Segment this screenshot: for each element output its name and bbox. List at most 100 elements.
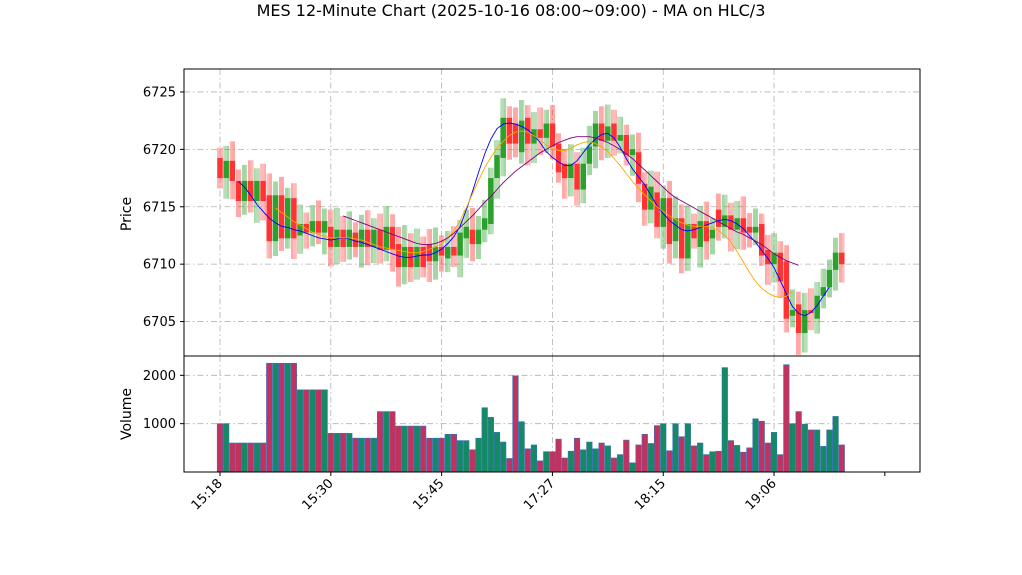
candle-body — [248, 180, 254, 202]
volume-bar — [573, 437, 581, 473]
candle — [709, 218, 716, 255]
candle-body — [795, 304, 802, 334]
volume-bar — [481, 407, 488, 473]
volume-bar — [241, 442, 248, 473]
candle-body — [537, 129, 543, 138]
candle-body — [678, 218, 685, 259]
candle-body — [229, 160, 236, 181]
candle-body — [660, 198, 667, 227]
volume-bar — [770, 432, 778, 473]
volume-bar — [272, 362, 279, 473]
volume-bar — [807, 429, 815, 473]
candle — [703, 201, 710, 260]
volume-bar — [370, 437, 377, 473]
moving-average-line — [342, 136, 799, 266]
volume-bar — [401, 425, 408, 473]
candle-body — [432, 246, 439, 262]
candle-body — [586, 146, 593, 164]
moving-average-line — [275, 130, 793, 298]
price-tick-label: 6705 — [143, 315, 176, 330]
candle — [500, 98, 506, 177]
candle-body — [272, 195, 279, 242]
candle — [691, 213, 697, 249]
candle-body — [389, 226, 396, 250]
candle — [574, 152, 580, 206]
volume-bar — [463, 440, 470, 473]
candle — [678, 204, 685, 274]
candle — [715, 193, 722, 241]
candle-body — [666, 198, 673, 245]
candle-body — [654, 192, 660, 227]
volume-bar — [678, 436, 685, 473]
candle-body — [469, 229, 476, 245]
volume-bar — [666, 450, 673, 473]
candle — [555, 133, 562, 183]
candle — [697, 206, 703, 268]
candle — [235, 169, 242, 218]
volume-bar — [604, 445, 611, 473]
volume-bar — [697, 442, 704, 473]
volume-bar — [653, 425, 661, 473]
candle-body — [531, 129, 537, 144]
volume-bar — [801, 423, 808, 473]
candle — [795, 291, 802, 355]
volume-axis-label: Volume — [119, 388, 135, 440]
volume-bar — [229, 442, 236, 473]
volume-bar — [266, 362, 273, 473]
candle-body — [832, 252, 839, 270]
price-tick-label: 6710 — [143, 258, 176, 273]
candle-body — [438, 246, 445, 256]
candle-body — [623, 135, 630, 156]
candle — [291, 183, 297, 259]
candle-body — [518, 120, 525, 153]
candle — [475, 215, 482, 259]
candle — [740, 196, 747, 250]
price-tick-label: 6725 — [143, 85, 176, 100]
candle-body — [223, 160, 229, 179]
candle — [217, 147, 223, 189]
volume-bar — [247, 442, 254, 473]
candle-body — [629, 149, 636, 156]
candle-body — [297, 223, 303, 236]
candle-body — [488, 178, 494, 224]
candle-body — [241, 180, 248, 202]
candle-body — [278, 195, 285, 239]
candle-body — [672, 218, 679, 242]
volume-bar — [352, 437, 359, 473]
volume-bar — [629, 462, 636, 473]
volume-bar — [333, 433, 341, 473]
candle — [838, 233, 845, 283]
candle-body — [451, 246, 457, 256]
candle-body — [722, 215, 728, 227]
candle — [377, 213, 383, 264]
volume-bar — [216, 423, 224, 473]
candle — [278, 176, 285, 251]
volume-bar — [758, 420, 765, 473]
x-axis-ticks: 15:18 15:30 15:45 17:27 18:15 19:06 — [189, 472, 886, 513]
volume-bar — [303, 389, 310, 473]
candle-body — [715, 209, 722, 227]
candle-body — [525, 117, 531, 144]
candle — [598, 106, 605, 161]
candle-body — [555, 143, 562, 173]
volume-bar — [260, 442, 267, 473]
candle — [580, 147, 586, 204]
candle — [672, 196, 679, 259]
candle-body — [728, 215, 734, 230]
price-tick-label: 6720 — [143, 143, 176, 158]
candle-body — [592, 123, 599, 147]
volume-bar — [530, 444, 538, 473]
volume-bar — [376, 411, 384, 473]
candle-body — [475, 229, 482, 245]
candle-body — [574, 163, 580, 190]
candle-body — [334, 229, 340, 247]
candle — [660, 185, 667, 249]
volume-bar — [635, 444, 642, 473]
candle — [309, 205, 316, 247]
candle-body — [697, 221, 703, 247]
price-grid — [184, 69, 920, 356]
candle — [568, 144, 574, 197]
candle-body — [414, 246, 420, 268]
volume-bar — [487, 417, 494, 473]
